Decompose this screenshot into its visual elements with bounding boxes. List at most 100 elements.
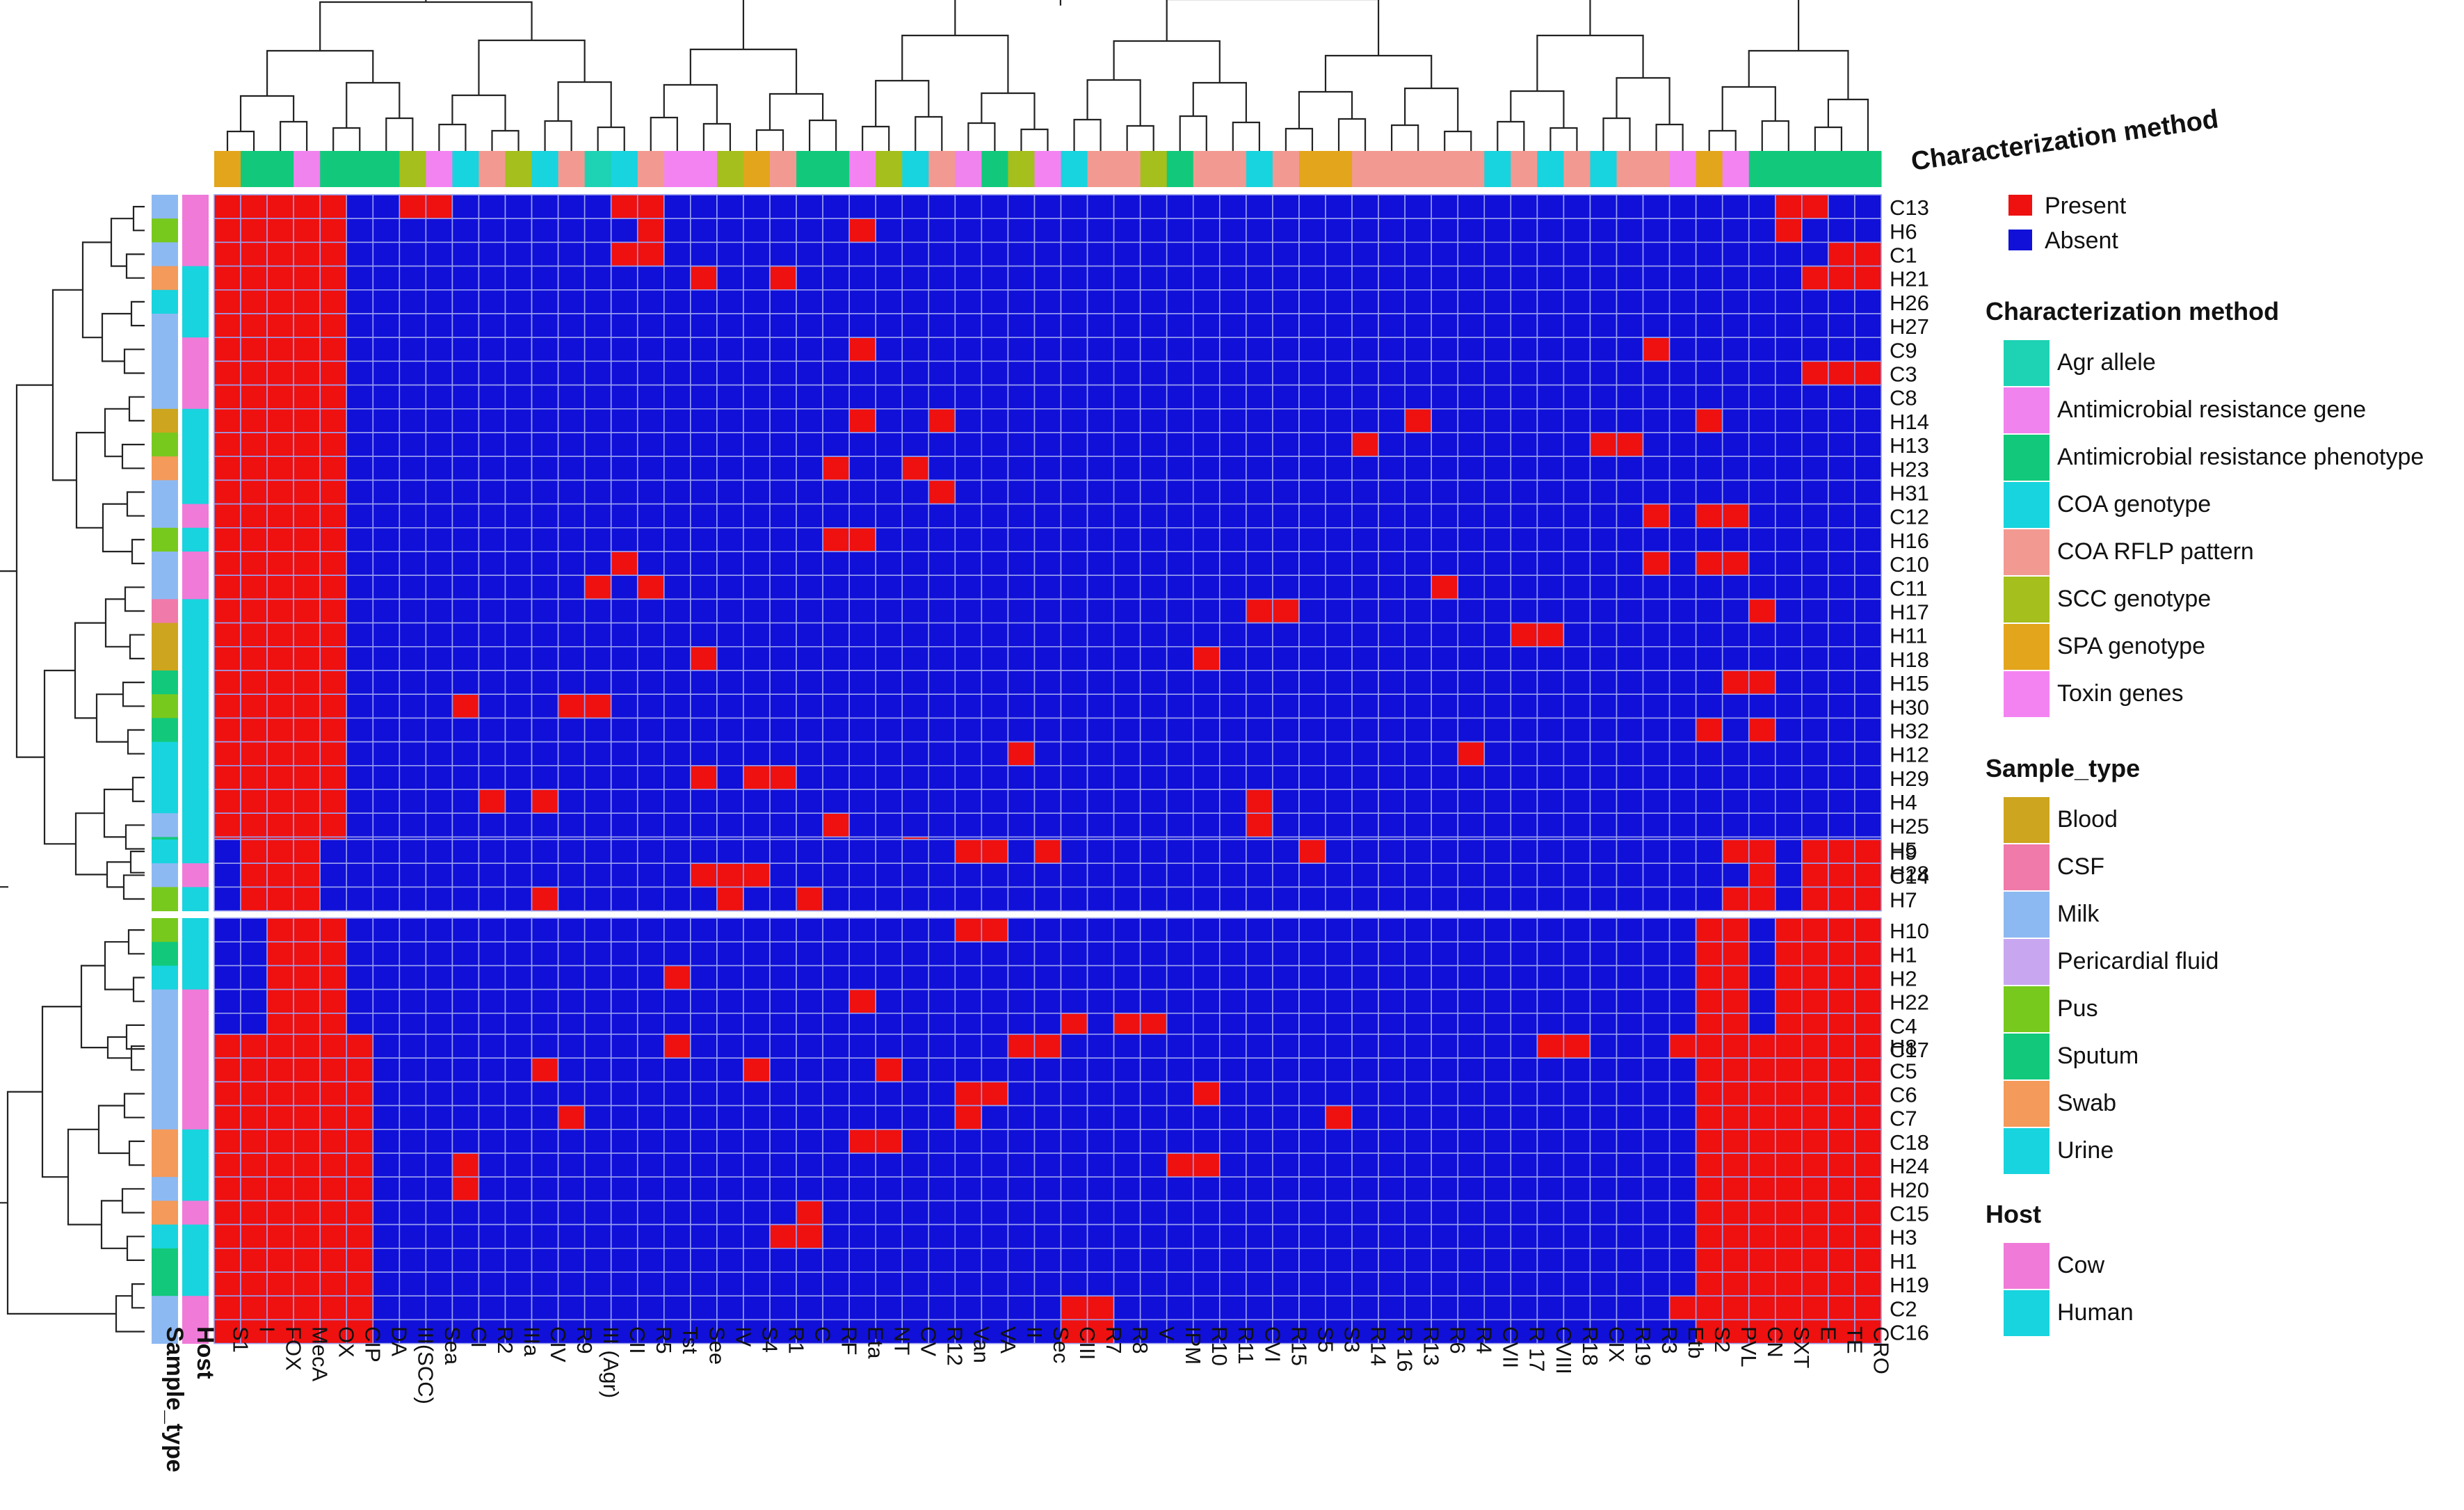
heatmap-cell [1457, 503, 1485, 529]
heatmap-cell [1007, 1223, 1036, 1249]
heatmap-cell [690, 886, 718, 912]
heatmap-cell [1192, 265, 1221, 291]
method-legend-label: COA genotype [2057, 491, 2211, 517]
heatmap-cell [663, 575, 691, 600]
heatmap-cell [1668, 862, 1697, 888]
heatmap-cell [901, 1057, 930, 1083]
heatmap-cell [1378, 360, 1406, 386]
heatmap-cell [346, 965, 374, 990]
heatmap-cell [1642, 1248, 1670, 1273]
heatmap-cell [1139, 527, 1168, 552]
heatmap-cell [1695, 917, 1723, 943]
heatmap-cell [875, 645, 903, 671]
heatmap-cell [319, 717, 348, 743]
heatmap-cell [583, 313, 612, 339]
heatmap-cell [1139, 1057, 1168, 1083]
heatmap-cell [1060, 1013, 1088, 1038]
heatmap-cell [690, 408, 718, 433]
heatmap-cell [1351, 741, 1379, 766]
heatmap-cell [822, 1176, 850, 1202]
heatmap-cell [1378, 1200, 1406, 1226]
heatmap-cell [1510, 1200, 1538, 1226]
heatmap-cell [1325, 886, 1353, 912]
heatmap-cell [1325, 670, 1353, 696]
column-annotation-label: Characterization method [1909, 104, 2220, 177]
heatmap-cell [372, 1129, 401, 1154]
heatmap-cell [954, 1271, 983, 1297]
heatmap-cell [214, 598, 241, 624]
host-cell [182, 480, 209, 505]
heatmap-cell [425, 645, 453, 671]
dendrogram-link [128, 396, 145, 421]
heatmap-cell [1563, 575, 1591, 600]
method-legend-swatch [2002, 481, 2051, 529]
heatmap-cell [743, 241, 771, 267]
column-annotation-cell [1563, 151, 1591, 187]
heatmap-cell [240, 432, 268, 458]
heatmap-cell [848, 941, 876, 967]
row-label: C8 [1890, 386, 1917, 410]
heatmap-cell [1192, 765, 1221, 790]
heatmap-cell [1139, 839, 1168, 865]
heatmap-cell [1246, 1295, 1273, 1321]
heatmap-cell [901, 527, 930, 552]
heatmap-cell [1483, 456, 1512, 481]
heatmap-cell [1616, 265, 1644, 291]
heatmap-cell [557, 218, 586, 243]
heatmap-cell [663, 241, 691, 267]
heatmap-cell [557, 503, 586, 529]
heatmap-cell [1695, 503, 1723, 529]
heatmap-cell [1086, 886, 1115, 912]
heatmap-cell [319, 313, 348, 339]
heatmap-cell [1351, 1200, 1379, 1226]
heatmap-cell [372, 1319, 401, 1344]
heatmap-cell [1113, 432, 1141, 458]
heatmap-cell [1748, 1081, 1776, 1107]
heatmap-cell [1351, 218, 1379, 243]
heatmap-cell [1246, 941, 1273, 967]
heatmap-cell [1431, 812, 1459, 838]
heatmap-cell [1563, 551, 1591, 577]
heatmap-cell [1272, 456, 1300, 481]
sample-type-cell [152, 694, 178, 718]
heatmap-cell [1431, 839, 1459, 865]
heatmap-cell [1139, 765, 1168, 790]
heatmap-cell [636, 194, 665, 220]
heatmap-cell [451, 862, 480, 888]
heatmap-cell [1246, 265, 1273, 291]
host-cell [182, 289, 209, 314]
heatmap-cell [743, 839, 771, 865]
heatmap-cell [1192, 1319, 1221, 1344]
heatmap-cell [319, 1176, 348, 1202]
heatmap-cell [636, 886, 665, 912]
heatmap-cell [769, 289, 797, 314]
heatmap-cell [1828, 265, 1855, 291]
heatmap-cell [1563, 965, 1591, 990]
row-label: C14 [1890, 864, 1929, 888]
heatmap-cell [214, 812, 241, 838]
heatmap-cell [1721, 622, 1750, 648]
heatmap-cell [954, 765, 983, 790]
heatmap-cell [1642, 645, 1670, 671]
heatmap-cell [504, 1176, 533, 1202]
heatmap-cell [822, 289, 850, 314]
heatmap-cell [214, 1176, 241, 1202]
heatmap-cell [1086, 194, 1115, 220]
heatmap-cell [1113, 1105, 1141, 1130]
heatmap-cell [1060, 622, 1088, 648]
column-annotation-cell [1219, 151, 1247, 187]
heatmap-cell [319, 1013, 348, 1038]
heatmap-cell [1378, 432, 1406, 458]
heatmap-cell [796, 289, 823, 314]
heatmap-cell [451, 360, 480, 386]
heatmap-cell [293, 456, 321, 481]
column-label: R13 [1419, 1326, 1444, 1366]
heatmap-cell [1695, 988, 1723, 1014]
heatmap-cell [1298, 289, 1326, 314]
heatmap-cell [1219, 1271, 1247, 1297]
heatmap-cell [954, 1152, 983, 1178]
dendrogram-link [75, 431, 105, 529]
heatmap-cell [1298, 551, 1326, 577]
heatmap-cell [928, 1013, 956, 1038]
heatmap-cell [954, 598, 983, 624]
